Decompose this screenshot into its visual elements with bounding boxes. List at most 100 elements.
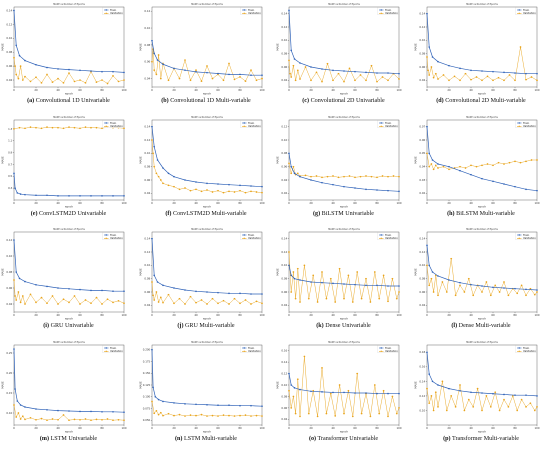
legend-label: Train [248,120,255,124]
x-tick-label: 0 [288,88,290,92]
train-point [480,285,483,287]
validation-point [348,174,351,177]
train-point [425,244,428,247]
line-chart: MASE vs Number of Epochs 0 20 40 60 80 100 epoc… [138,115,264,208]
chart-title: MASE vs Number of Epochs [191,228,223,231]
subfigure-label: (o) [308,435,317,442]
y-axis-label: MASE [413,380,417,388]
x-tick-label: 0 [151,201,153,205]
y-tick-label: 0.06 [281,405,287,409]
y-tick-label: 0.12 [144,250,150,254]
train-point [79,410,81,412]
validation-point [529,287,531,290]
validation-point [454,294,456,297]
chart-title: MASE vs Number of Epochs [466,340,498,343]
train-point [46,408,48,411]
validation-point [46,302,48,305]
validation-point [359,74,362,76]
validation-point [117,80,120,83]
train-point [216,403,219,406]
validation-point [464,166,466,169]
validation-point [425,56,428,58]
train-point [387,285,389,287]
validation-point [68,301,70,304]
y-tick-label: 0.08 [144,43,150,47]
validation-point [216,189,219,192]
subfigure-label: (k) [316,323,324,329]
validation-point [79,79,81,81]
validation-point [84,81,87,84]
validation-point [398,406,400,409]
y-tick-label: 0.06 [281,164,287,168]
validation-point [155,171,157,174]
validation-point [520,398,522,400]
y-tick-label: 1.3 [8,126,12,130]
validation-point [513,79,516,82]
train-point [68,194,70,197]
validation-point [343,412,345,414]
validation-point [359,175,362,178]
legend-box [239,119,261,128]
validation-point [464,72,466,75]
train-point [343,283,345,285]
chart-title: MASE vs Number of Epochs [466,115,498,118]
validation-point [73,80,76,83]
validation-point [441,380,443,382]
x-tick-label: 100 [397,426,402,430]
validation-point [436,405,439,408]
subfigure-caption-text: BiLSTM Multi-variable [456,210,515,217]
legend-box [377,119,399,128]
train-point [157,398,159,400]
validation-point [29,80,32,83]
validation-point [480,291,483,293]
validation-point [200,413,202,415]
train-point [332,69,334,72]
x-axis-label: epoch [65,204,73,208]
y-tick-label: 0.02 [281,191,287,195]
legend-label: Validation [385,349,398,353]
validation-point [150,281,153,283]
validation-point [19,301,22,304]
validation-point [15,415,18,418]
y-tick-label: 0.3 [8,186,12,190]
subfigure-label: (j) [177,323,184,329]
legend-marker [518,125,520,127]
validation-point [296,267,299,270]
train-line [13,172,124,196]
validation-point [101,303,103,305]
train-point [156,281,158,283]
y-tick-label: 0.08 [281,52,287,56]
train-point [238,292,241,295]
legend-label: Validation [110,11,123,15]
x-axis-label: epoch [65,429,73,433]
train-point [293,172,296,174]
legend-marker [380,234,382,236]
train-point [90,289,92,292]
validation-point [337,72,340,75]
validation-point [373,271,376,273]
y-tick-label: 0.04 [419,164,425,168]
y-tick-label: 1.1 [8,138,12,142]
line-chart: MASE vs Number of Epochs 0 20 40 60 80 100 epoc… [413,340,539,433]
x-tick-label: 100 [534,426,539,430]
train-point [57,194,59,197]
legend-box [239,232,261,240]
validation-point [68,72,70,74]
chart-panel: MASE vs Number of Epochs 0 20 40 60 80 100 epoc… [413,338,550,450]
train-point [480,70,483,72]
y-tick-label: 0.08 [281,277,287,281]
train-point [290,383,292,386]
x-tick-label: 80 [513,201,517,205]
x-axis-label: epoch [340,317,348,321]
subfigure-caption: (f) ConvLSTM2D Multi-variable [138,211,275,217]
validation-point [288,161,290,164]
validation-point [244,299,246,301]
validation-point [430,162,432,165]
x-tick-label: 40 [469,201,473,205]
y-tick-label: 0.16 [419,364,425,368]
train-point [101,410,103,413]
validation-point [453,75,455,78]
validation-point [529,401,531,404]
validation-point [157,54,159,56]
